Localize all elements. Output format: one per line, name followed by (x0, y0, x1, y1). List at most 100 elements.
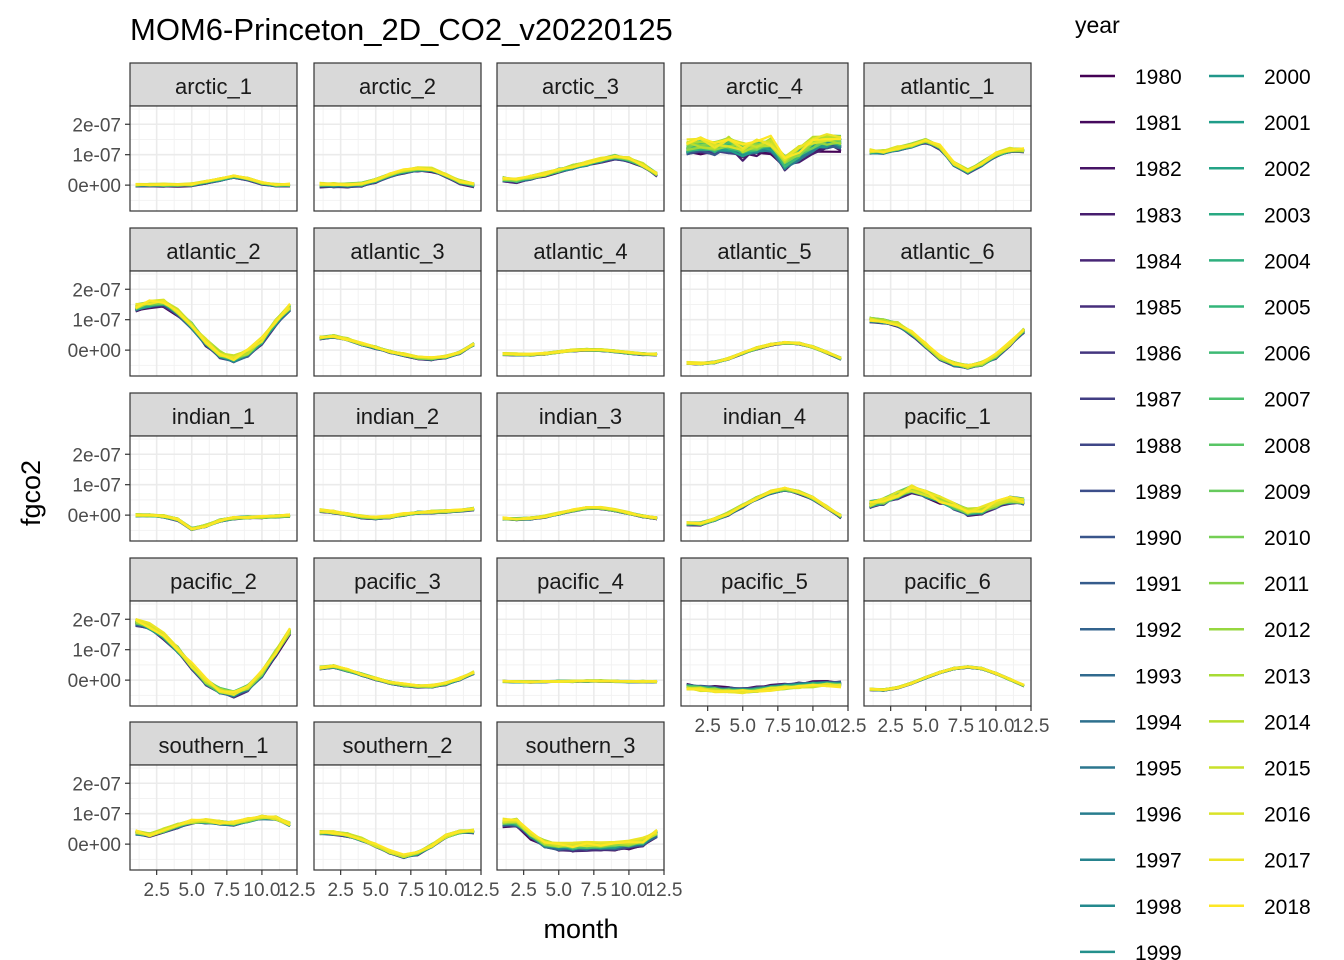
legend-label: 2017 (1264, 850, 1311, 873)
legend-item-1980: 1980 (1080, 66, 1182, 89)
legend-item-2000: 2000 (1209, 66, 1311, 89)
legend-item-1983: 1983 (1080, 204, 1182, 227)
strip-label: pacific_5 (721, 569, 808, 594)
y-tick-label: 0e+00 (68, 506, 121, 527)
series-group-indian_2 (319, 506, 475, 521)
x-tick-label: 10.0 (243, 880, 280, 901)
strip-indian_1 (129, 392, 298, 437)
legend-item-1985: 1985 (1080, 297, 1182, 320)
series-group-southern_2 (319, 828, 475, 860)
strip-pacific_2 (129, 557, 298, 602)
y-tick-label: 2e-07 (72, 115, 121, 136)
x-tick-label: 2.5 (327, 880, 353, 901)
legend-item-2005: 2005 (1209, 297, 1311, 320)
strip-arctic_4 (680, 62, 849, 107)
series-group-pacific_2 (135, 618, 291, 699)
series-line-2018 (502, 818, 658, 849)
series-group-indian_4 (686, 486, 842, 527)
x-tick-label: 5.0 (546, 880, 572, 901)
strip-label: arctic_4 (726, 74, 803, 99)
legend-item-2001: 2001 (1209, 112, 1311, 135)
legend-label: 1997 (1135, 850, 1182, 873)
strip-pacific_5 (680, 557, 849, 602)
facet-indian_1: indian_1 0e+00 1e-07 2e-07 (68, 392, 298, 542)
series-line-2014 (686, 135, 842, 163)
legend-item-2018: 2018 (1209, 896, 1311, 919)
legend-label: 2018 (1264, 896, 1311, 919)
series-line-2017 (135, 299, 291, 359)
legend-item-1991: 1991 (1080, 573, 1182, 596)
facet-atlantic_5: atlantic_5 (680, 227, 849, 377)
legend-label: 2007 (1264, 389, 1311, 412)
facet-atlantic_4: atlantic_4 (496, 227, 665, 377)
y-tick-label: 0e+00 (68, 835, 121, 856)
strip-atlantic_6 (863, 227, 1032, 272)
legend-label: 2011 (1264, 573, 1309, 596)
strip-label: indian_3 (539, 404, 622, 429)
strip-label: indian_4 (723, 404, 806, 429)
facet-arctic_3: arctic_3 (496, 62, 665, 212)
y-tick-label: 1e-07 (72, 146, 121, 167)
legend-item-2012: 2012 (1209, 619, 1311, 642)
facet-indian_3: indian_3 (496, 392, 665, 542)
facet-atlantic_2: atlantic_2 0e+00 1e-07 2e-07 (68, 227, 298, 377)
legend-item-1995: 1995 (1080, 758, 1182, 781)
x-tick-label: 7.5 (214, 880, 240, 901)
y-tick-label: 2e-07 (72, 280, 121, 301)
series-line-2018 (135, 815, 291, 837)
strip-label: atlantic_3 (350, 239, 444, 264)
x-tick-label: 12.5 (1013, 716, 1050, 737)
legend-label: 1989 (1135, 481, 1182, 504)
legend-item-1982: 1982 (1080, 158, 1182, 181)
series-group-atlantic_6 (869, 316, 1025, 370)
legend-item-2009: 2009 (1209, 481, 1311, 504)
legend-label: 1994 (1135, 711, 1182, 734)
x-tick-label: 5.0 (913, 716, 939, 737)
strip-label: atlantic_2 (166, 239, 260, 264)
strip-label: pacific_3 (354, 569, 441, 594)
facet-atlantic_6: atlantic_6 (863, 227, 1032, 377)
facet-indian_4: indian_4 (680, 392, 849, 542)
facet-pacific_2: pacific_2 0e+00 1e-07 2e-07 (68, 557, 298, 707)
series-line-2018 (869, 665, 1025, 692)
facet-arctic_2: arctic_2 (313, 62, 482, 212)
strip-indian_3 (496, 392, 665, 437)
legend-label: 1993 (1135, 665, 1182, 688)
legend-label: 1987 (1135, 389, 1182, 412)
x-axis-label: month (543, 914, 618, 944)
series-group-southern_3 (502, 817, 658, 853)
legend-item-2010: 2010 (1209, 527, 1311, 550)
x-tick-label: 5.0 (179, 880, 205, 901)
legend-label: 2012 (1264, 619, 1311, 642)
legend-label: 2015 (1264, 758, 1311, 781)
series-line-2018 (686, 683, 842, 693)
legend-item-1996: 1996 (1080, 804, 1182, 827)
series-group-atlantic_1 (869, 138, 1025, 175)
facet-arctic_1: arctic_1 0e+00 1e-07 2e-07 (68, 62, 298, 212)
series-group-southern_1 (135, 814, 291, 838)
series-group-atlantic_4 (502, 347, 658, 357)
series-line-2018 (502, 348, 658, 356)
series-group-pacific_6 (869, 665, 1025, 692)
series-group-pacific_4 (502, 679, 658, 684)
legend-item-1994: 1994 (1080, 711, 1182, 734)
series-line-2018 (686, 134, 842, 160)
legend-item-2015: 2015 (1209, 758, 1311, 781)
x-tick-label: 5.0 (363, 880, 389, 901)
y-tick-label: 2e-07 (72, 774, 121, 795)
legend-item-1990: 1990 (1080, 527, 1182, 550)
series-line-2018 (502, 154, 658, 181)
strip-label: atlantic_5 (717, 239, 811, 264)
legend-label: 2000 (1264, 66, 1311, 89)
series-group-arctic_4 (685, 133, 842, 172)
legend-label: 1986 (1135, 343, 1182, 366)
legend-label: 2010 (1264, 527, 1311, 550)
series-group-atlantic_5 (686, 340, 842, 366)
x-tick-label: 10.0 (794, 716, 831, 737)
strip-label: southern_2 (342, 733, 452, 758)
strip-label: pacific_1 (904, 404, 991, 429)
legend-item-2003: 2003 (1209, 204, 1311, 227)
series-group-pacific_5 (686, 679, 842, 695)
